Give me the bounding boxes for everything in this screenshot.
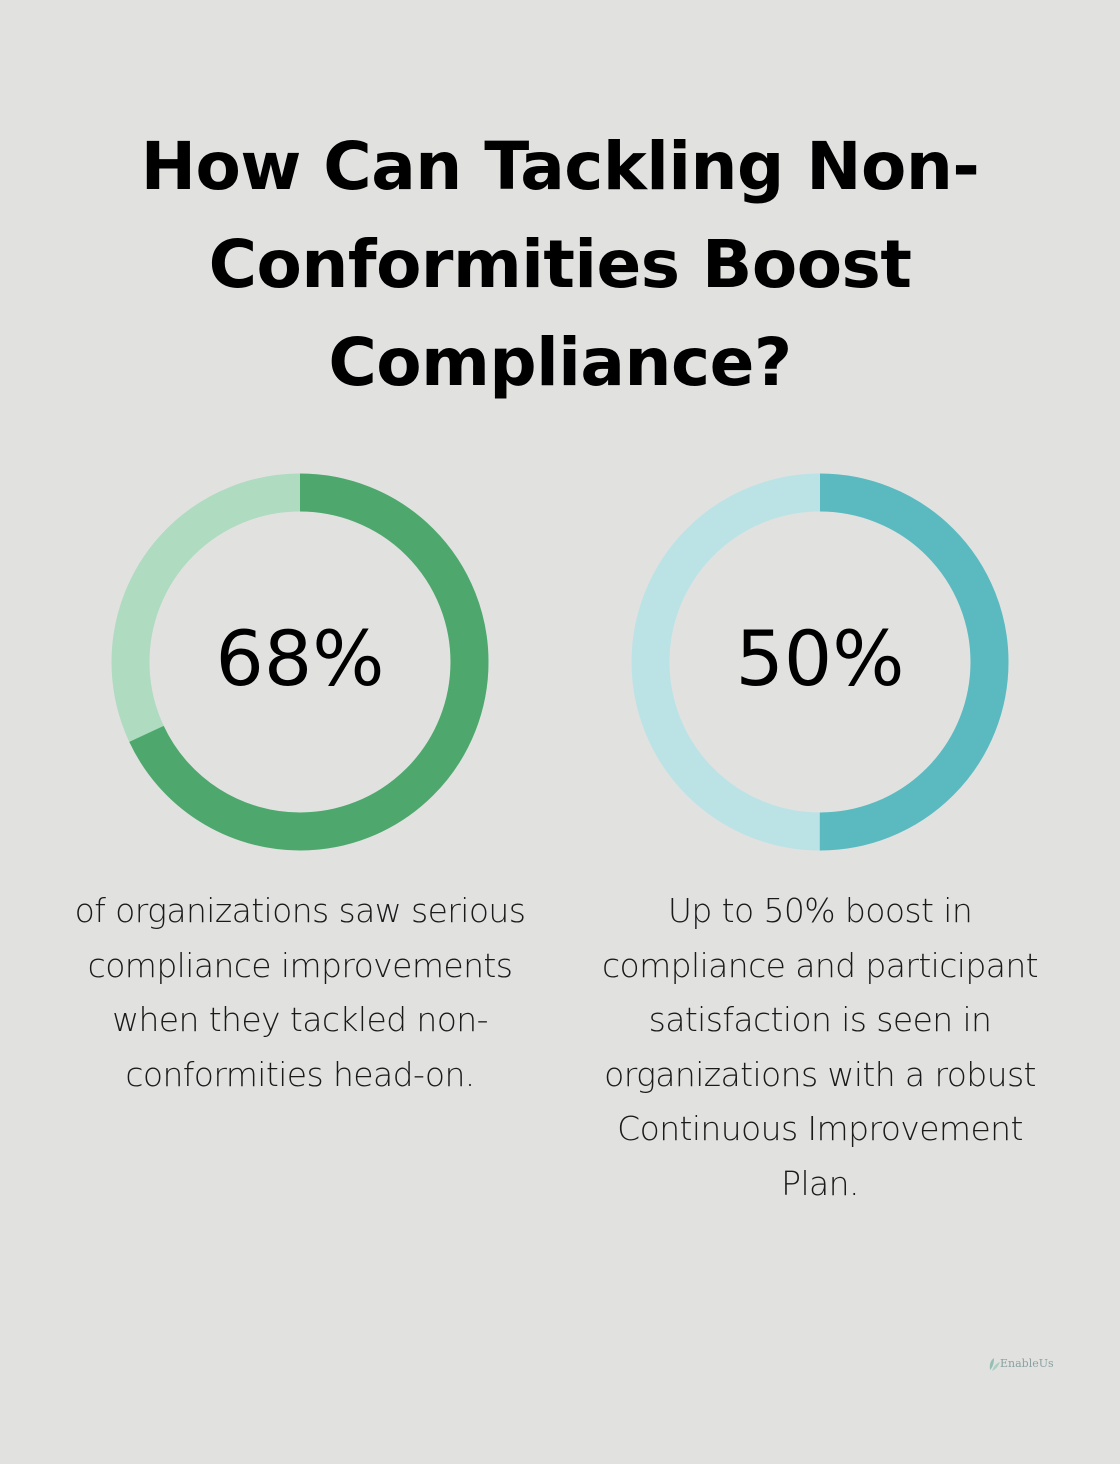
stat-description-1: of organizations saw serious compliance … bbox=[74, 891, 526, 1094]
logo-text: EnableUs bbox=[1000, 1357, 1054, 1370]
stat-card-1: 68% of organizations saw serious complia… bbox=[60, 470, 540, 1102]
donut-chart-1: 68% bbox=[111, 473, 489, 851]
brand-logo: EnableUs bbox=[989, 1357, 1054, 1371]
page-title: How Can Tackling Non-Conformities Boost … bbox=[140, 128, 980, 401]
donut-value-1: 68% bbox=[216, 614, 385, 703]
stat-description-2: Up to 50% boost in compliance and partic… bbox=[602, 891, 1039, 1203]
donut-chart-2: 50% bbox=[631, 473, 1009, 851]
stat-card-2: 50% Up to 50% boost in compliance and pa… bbox=[580, 470, 1060, 1211]
donut-fill-2 bbox=[631, 473, 1009, 851]
donut-fill-1 bbox=[111, 473, 489, 851]
donut-value-2: 50% bbox=[736, 614, 905, 703]
leaf-icon bbox=[989, 1358, 1000, 1371]
